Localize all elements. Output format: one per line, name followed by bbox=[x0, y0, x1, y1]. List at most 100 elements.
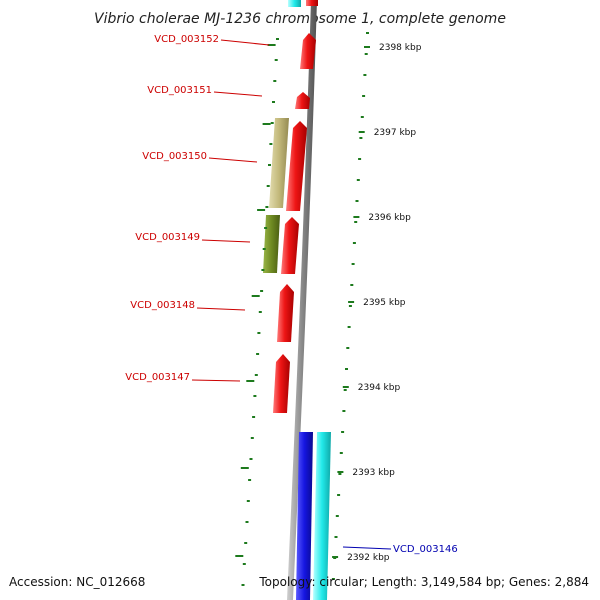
scale-tick bbox=[252, 416, 256, 418]
scale-tick bbox=[264, 227, 268, 229]
kbp-major-tick bbox=[348, 301, 355, 303]
scale-tick bbox=[250, 437, 254, 439]
scale-tick bbox=[242, 563, 246, 565]
scale-tick bbox=[339, 452, 343, 454]
scale-tick bbox=[337, 494, 341, 496]
scale-tick bbox=[335, 515, 339, 517]
scale-tick bbox=[347, 326, 351, 328]
kbp-label: 2396 kbp bbox=[368, 213, 411, 223]
gene-VCD_003148[interactable] bbox=[277, 284, 294, 342]
scale-tick bbox=[244, 542, 248, 544]
scale-tick bbox=[245, 521, 249, 523]
kbp-label: 2395 kbp bbox=[363, 298, 406, 308]
kbp-label: 2394 kbp bbox=[358, 383, 401, 393]
gene-tan-block[interactable] bbox=[269, 118, 289, 208]
gene-olive-block[interactable] bbox=[263, 215, 280, 273]
gene-VCD_003146[interactable] bbox=[296, 432, 313, 600]
scale-tick bbox=[338, 473, 342, 475]
gene-label[interactable]: VCD_003148 bbox=[130, 300, 195, 311]
kbp-major-tick bbox=[342, 386, 349, 388]
scale-tick bbox=[351, 263, 355, 265]
scale-tick bbox=[345, 368, 348, 370]
left-major-tick bbox=[240, 467, 249, 469]
scale-tick bbox=[254, 374, 258, 376]
scale-tick bbox=[270, 122, 274, 124]
accession-text: Accession: NC_012668 bbox=[9, 575, 145, 589]
scale-tick bbox=[341, 431, 345, 433]
scale-tick bbox=[350, 284, 354, 286]
gene-label[interactable]: VCD_003147 bbox=[125, 372, 190, 383]
left-major-tick bbox=[246, 380, 255, 382]
gene-label[interactable]: VCD_003151 bbox=[147, 85, 212, 96]
gene-label[interactable]: VCD_003146 bbox=[393, 544, 458, 555]
scale-tick bbox=[246, 500, 250, 502]
scale-tick bbox=[269, 143, 273, 145]
scale-tick bbox=[273, 80, 277, 82]
scale-tick bbox=[360, 116, 364, 118]
gene-label-leader bbox=[220, 39, 270, 46]
scale-tick bbox=[352, 242, 356, 244]
kbp-major-tick bbox=[332, 556, 339, 558]
gene-label-leader bbox=[342, 546, 392, 550]
scale-tick bbox=[257, 332, 261, 334]
scale-tick bbox=[276, 38, 279, 40]
scale-tick bbox=[258, 311, 262, 313]
kbp-label: 2397 kbp bbox=[374, 128, 417, 138]
scale-tick bbox=[274, 59, 278, 61]
kbp-label: 2392 kbp bbox=[347, 553, 390, 563]
map-title: Vibrio cholerae MJ-1236 chromosome 1, co… bbox=[94, 11, 506, 27]
gene-labels: VCD_003152 VCD_003151 VCD_003150 VCD_003149… bbox=[125, 34, 457, 555]
scale-tick bbox=[363, 74, 367, 76]
scale-tick bbox=[354, 221, 358, 223]
topology-text: Topology: circular; Length: 3,149,584 bp… bbox=[258, 575, 589, 589]
scale-tick bbox=[343, 389, 347, 391]
gene-label-leader bbox=[208, 157, 258, 163]
scale-tick bbox=[356, 179, 360, 181]
scale-tick bbox=[272, 101, 275, 103]
gene-label-leader bbox=[213, 91, 263, 97]
gene-VCD_003147[interactable] bbox=[273, 354, 290, 413]
scale-tick bbox=[253, 395, 257, 397]
scale-tick bbox=[342, 410, 346, 412]
scale-tick bbox=[260, 290, 264, 292]
left-major-tick bbox=[267, 44, 276, 46]
scale-tick bbox=[249, 458, 253, 460]
gene-top-partial bbox=[288, 0, 318, 7]
scale-tick bbox=[334, 536, 338, 538]
scale-tick bbox=[348, 305, 352, 307]
scale-tick bbox=[266, 185, 270, 187]
scale-tick bbox=[265, 206, 269, 208]
gene-VCD_003151[interactable] bbox=[295, 92, 310, 109]
scale-tick bbox=[364, 53, 368, 55]
kbp-major-tick bbox=[364, 46, 370, 48]
kbp-major-tick bbox=[358, 131, 365, 133]
gene-label[interactable]: VCD_003152 bbox=[154, 34, 219, 45]
scale-tick-marks bbox=[235, 32, 369, 586]
scale-tick bbox=[359, 137, 363, 139]
gene-label-leader bbox=[201, 239, 251, 243]
gene-label-leader bbox=[196, 307, 246, 311]
scale-tick bbox=[268, 164, 271, 166]
gene-label[interactable]: VCD_003149 bbox=[135, 232, 200, 243]
left-major-tick bbox=[251, 295, 260, 297]
scale-tick bbox=[331, 578, 335, 580]
gene-cyan-block[interactable] bbox=[313, 432, 331, 600]
gene-VCD_003149[interactable] bbox=[281, 217, 299, 274]
scale-tick bbox=[261, 269, 265, 271]
kbp-major-tick bbox=[353, 216, 360, 218]
scale-tick bbox=[355, 200, 359, 202]
scale-tick bbox=[248, 479, 252, 481]
left-major-tick bbox=[235, 555, 244, 557]
gene-VCD_003150[interactable] bbox=[286, 121, 307, 211]
kbp-label: 2398 kbp bbox=[379, 43, 422, 53]
scale-tick bbox=[366, 32, 369, 34]
scale-tick bbox=[262, 248, 266, 250]
chromosome-backbone bbox=[287, 0, 317, 600]
gene-label[interactable]: VCD_003150 bbox=[142, 151, 207, 162]
gene-VCD_003152[interactable] bbox=[300, 33, 316, 69]
left-major-tick bbox=[262, 123, 271, 125]
scale-tick bbox=[362, 95, 366, 97]
scale-tick bbox=[256, 353, 260, 355]
kbp-major-tick bbox=[337, 471, 344, 473]
